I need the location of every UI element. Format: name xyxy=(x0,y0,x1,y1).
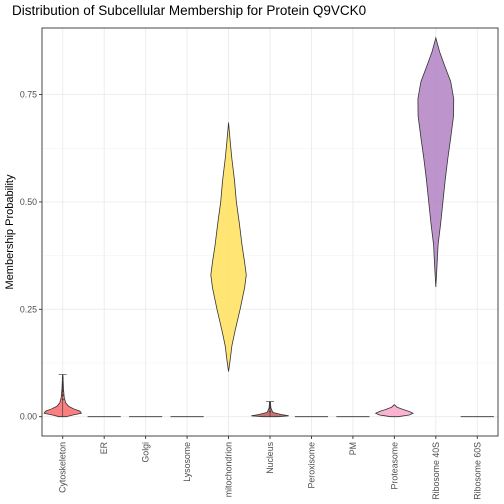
outlier-point xyxy=(61,383,64,386)
x-tick-label: mitochondrion xyxy=(224,442,234,497)
x-tick-label: Lysosome xyxy=(182,442,192,482)
outlier-point xyxy=(269,410,271,413)
y-axis-title: Membership Probability xyxy=(4,174,16,289)
outlier-point xyxy=(61,398,64,401)
violin-mitochondrion xyxy=(210,122,247,372)
violins xyxy=(43,36,494,418)
x-tick-label: Ribosome 40S xyxy=(431,442,441,500)
x-tick-label: Ribosome 60S xyxy=(472,442,482,500)
outlier-point xyxy=(61,390,64,392)
chart-title: Distribution of Subcellular Membership f… xyxy=(12,3,366,18)
x-tick-label: PM xyxy=(348,442,358,455)
grid xyxy=(42,28,498,436)
y-tick-label: 0.50 xyxy=(20,197,37,207)
outlier-point xyxy=(269,407,271,409)
x-tick-label: Golgi xyxy=(141,442,151,463)
x-axis: Cytoskeleton ER Golgi Lysosome mitochondrion… xyxy=(58,436,482,500)
x-tick-label: Peroxisome xyxy=(306,442,316,489)
y-tick-label: 0.00 xyxy=(20,412,37,422)
outlier-point xyxy=(61,377,64,379)
x-tick-label: Cytoskeleton xyxy=(58,442,68,493)
x-tick-label: Nucleus xyxy=(265,441,275,473)
x-tick-label: Proteasome xyxy=(389,442,399,490)
violin-proteasome xyxy=(374,404,414,418)
violin-ribosome-40s xyxy=(417,36,455,287)
x-tick-label: ER xyxy=(99,442,109,454)
y-tick-label: 0.75 xyxy=(20,90,37,100)
y-axis: 0.00 0.25 0.50 0.75 xyxy=(20,90,42,422)
outlier-point xyxy=(269,401,271,404)
outlier-point xyxy=(61,394,64,397)
y-tick-label: 0.25 xyxy=(20,304,37,314)
